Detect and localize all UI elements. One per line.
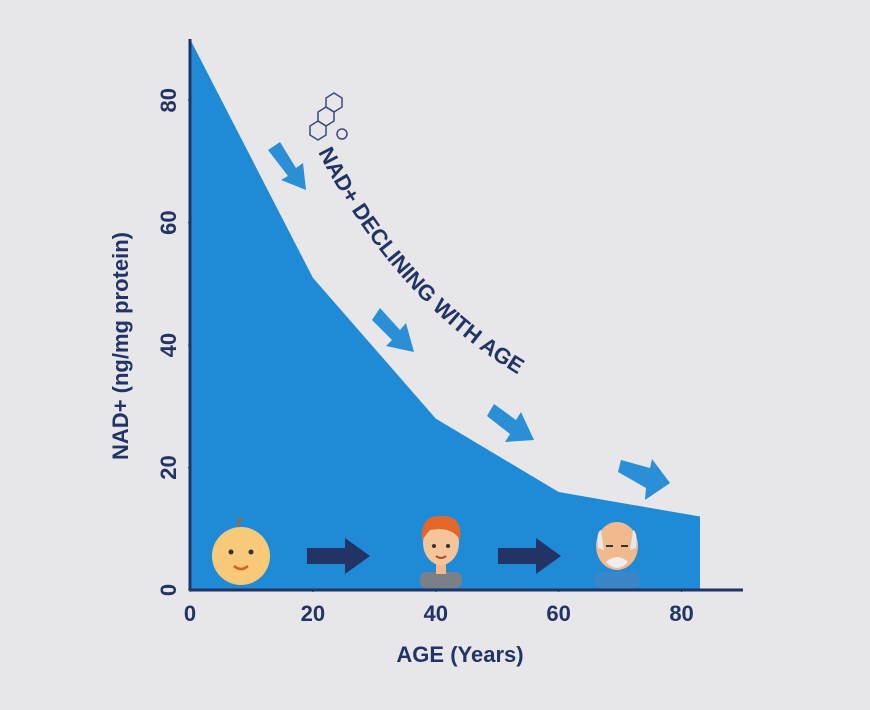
molecule-icon [309, 92, 348, 141]
x-axis-label: AGE (Years) [396, 642, 523, 667]
adult-icon [420, 515, 462, 588]
y-tick-label: 60 [156, 210, 181, 234]
x-tick-label: 0 [184, 601, 196, 626]
axes: 0 20 40 60 80 0 20 40 60 80 [156, 39, 743, 626]
y-tick-label: 80 [156, 88, 181, 112]
baby-icon [212, 517, 270, 585]
y-tick-label: 20 [156, 455, 181, 479]
y-axis-label: NAD+ (ng/mg protein) [108, 232, 133, 460]
x-tick-label: 60 [546, 601, 570, 626]
area [190, 39, 700, 590]
x-tick-label: 80 [669, 601, 693, 626]
plot-area [190, 39, 700, 590]
decline-arrows [268, 142, 670, 500]
x-tick-label: 40 [424, 601, 448, 626]
y-tick-label: 0 [156, 584, 181, 596]
y-tick-label: 40 [156, 333, 181, 357]
age-arrows [307, 538, 561, 574]
elder-icon [594, 522, 640, 588]
x-tick-label: 20 [301, 601, 325, 626]
